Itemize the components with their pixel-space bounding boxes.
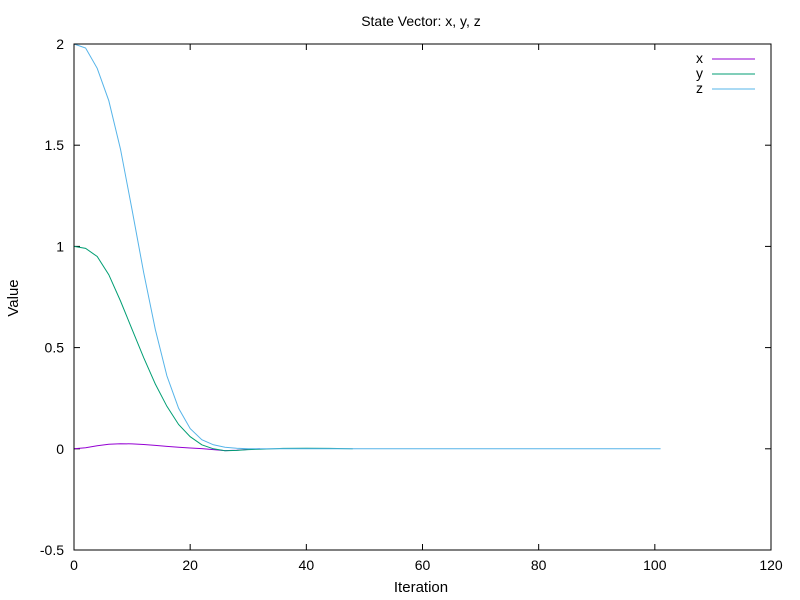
plot-frame [73, 43, 772, 551]
x-tick-label: 40 [299, 557, 315, 573]
y-tick-label: 0 [56, 441, 64, 457]
x-tick-label: 100 [643, 557, 667, 573]
legend-label-y: y [696, 65, 703, 81]
x-tick-label: 80 [531, 557, 547, 573]
x-tick-label: 0 [70, 557, 78, 573]
y-tick-label: 2 [56, 36, 64, 52]
y-axis-label: Value [5, 279, 22, 316]
legend: xyz [696, 50, 755, 96]
x-tick-label: 60 [415, 557, 431, 573]
series-lines [73, 43, 661, 452]
x-tick-label: 20 [182, 557, 198, 573]
legend-label-x: x [696, 50, 703, 66]
legend-label-z: z [696, 80, 703, 96]
y-tick-label: 1 [56, 238, 64, 254]
y-tick-label: 0.5 [45, 340, 65, 356]
series-line-z [73, 43, 661, 450]
y-tick-label: -0.5 [40, 542, 64, 558]
chart-title: State Vector: x, y, z [361, 13, 481, 29]
axis-ticks: 0 20 40 60 80 100 120 -0.5 0 0.5 1 1.5 2 [40, 36, 783, 573]
x-axis-label: Iteration [394, 579, 448, 596]
y-tick-label: 1.5 [45, 137, 65, 153]
x-tick-label: 120 [759, 557, 783, 573]
